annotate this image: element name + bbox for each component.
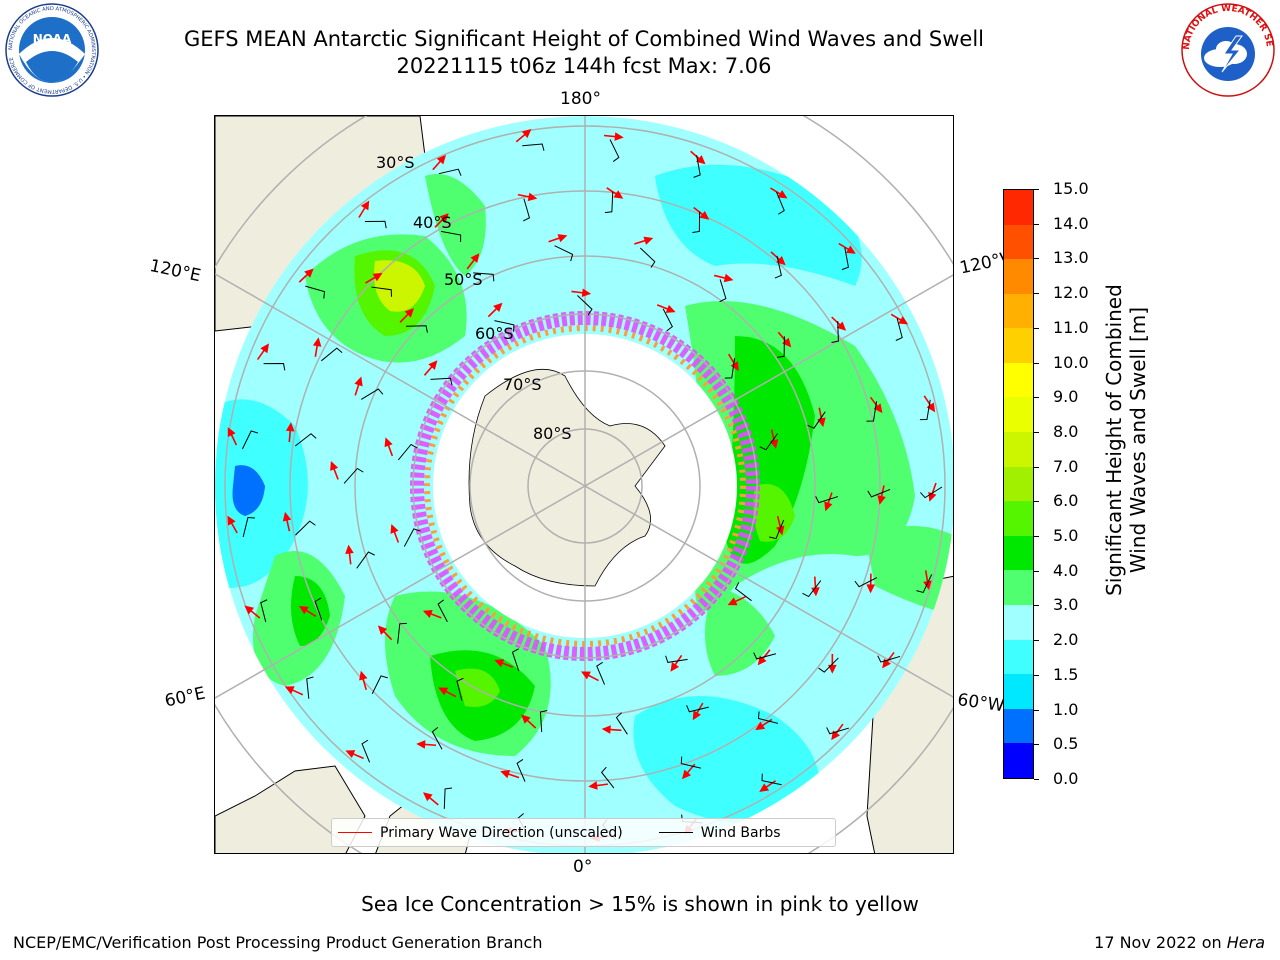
noaa-logo: NATIONAL OCEANIC AND ATMOSPHERIC ADMINIS… <box>5 3 99 97</box>
map-title: GEFS MEAN Antarctic Significant Height o… <box>183 27 985 51</box>
legend-wave-direction-label: Primary Wave Direction (unscaled) <box>380 824 623 841</box>
colorbar-tick <box>1034 362 1039 364</box>
colorbar-tick <box>1034 258 1039 260</box>
colorbar-tick-label: 1.0 <box>1053 699 1079 719</box>
colorbar-segment <box>1004 189 1033 225</box>
colorbar-tick <box>1034 293 1039 295</box>
colorbar-segment <box>1004 293 1033 329</box>
colorbar-tick-label: 11.0 <box>1053 317 1089 337</box>
colorbar-tick-label: 2.0 <box>1053 630 1079 650</box>
colorbar-label-line1: Significant Height of Combined <box>1102 284 1126 596</box>
colorbar-segment <box>1004 466 1033 502</box>
colorbar-tick-label: 1.5 <box>1053 664 1079 684</box>
colorbar-tick-label: 0.0 <box>1053 769 1079 788</box>
lon-label-0: 0° <box>573 857 593 877</box>
colorbar-segment <box>1004 708 1033 744</box>
legend-wind-barbs-label: Wind Barbs <box>700 824 781 841</box>
colorbar-segment <box>1004 432 1033 467</box>
colorbar-tick-label: 9.0 <box>1053 387 1079 407</box>
colorbar-segment <box>1004 743 1033 778</box>
legend-wind-barbs-swatch <box>658 832 693 833</box>
footer-date-text: 17 Nov 2022 on <box>1094 933 1222 952</box>
colorbar-segment <box>1004 259 1033 294</box>
colorbar-tick-label: 0.5 <box>1053 734 1079 754</box>
colorbar-tick <box>1034 327 1039 329</box>
lon-label-120e: 120°E <box>147 256 203 287</box>
colorbar-tick <box>1034 640 1039 642</box>
colorbar-segment <box>1004 639 1033 675</box>
colorbar-tick-label: 7.0 <box>1053 456 1079 476</box>
colorbar-segment <box>1004 362 1033 398</box>
colorbar-tick-label: 10.0 <box>1053 352 1089 372</box>
map-subtitle-run: 20221115 t06z 144h fcst Max: 7.06 <box>396 54 772 78</box>
colorbar-tick <box>1034 536 1039 538</box>
colorbar-label-line2: Wind Waves and Swell [m] <box>1126 306 1150 574</box>
colorbar-tick-label: 8.0 <box>1053 421 1079 441</box>
lon-label-60e: 60°E <box>163 683 208 712</box>
land-antarctica <box>468 369 666 587</box>
footer-machine: Hera <box>1226 933 1265 952</box>
legend-wave-direction-swatch <box>338 832 372 833</box>
nws-logo: NATIONAL WEATHER SERVICE <box>1180 2 1275 97</box>
colorbar-tick <box>1034 189 1039 190</box>
colorbar <box>1003 189 1034 779</box>
colorbar-segment <box>1004 605 1033 640</box>
sea-ice-note: Sea Ice Concentration > 15% is shown in … <box>361 892 919 916</box>
colorbar-segment <box>1004 570 1033 606</box>
colorbar-tick-label: 14.0 <box>1053 213 1089 233</box>
polar-map <box>214 115 954 854</box>
map-legend: Primary Wave Direction (unscaled) Wind B… <box>331 818 836 847</box>
colorbar-tick <box>1034 779 1039 780</box>
lat-label-80s: 80°S <box>533 424 572 443</box>
colorbar-tick <box>1034 431 1039 433</box>
colorbar-tick-label: 3.0 <box>1053 595 1079 615</box>
footer-date: 17 Nov 2022 on Hera <box>1094 933 1265 952</box>
colorbar-tick <box>1034 397 1039 399</box>
colorbar-segment <box>1004 328 1033 363</box>
colorbar-segment <box>1004 535 1033 571</box>
colorbar-segment <box>1004 501 1033 536</box>
lat-label-50s: 50°S <box>444 270 483 289</box>
lat-label-70s: 70°S <box>503 375 542 394</box>
colorbar-tick <box>1034 223 1039 225</box>
colorbar-tick-label: 6.0 <box>1053 491 1079 511</box>
colorbar-tick-label: 12.0 <box>1053 283 1089 303</box>
lat-label-30s: 30°S <box>376 153 415 172</box>
colorbar-tick <box>1034 605 1039 607</box>
footer-credit: NCEP/EMC/Verification Post Processing Pr… <box>13 933 543 952</box>
lon-label-60w: 60°W <box>956 690 1006 717</box>
colorbar-tick <box>1034 466 1039 468</box>
colorbar-tick-label: 5.0 <box>1053 526 1079 546</box>
lat-label-40s: 40°S <box>413 213 452 232</box>
lat-label-60s: 60°S <box>475 324 514 343</box>
colorbar-tick <box>1034 744 1039 746</box>
colorbar-tick-label: 13.0 <box>1053 248 1089 268</box>
lon-label-180: 180° <box>560 89 601 109</box>
colorbar-tick <box>1034 501 1039 503</box>
noaa-logo-text: NOAA <box>33 32 72 46</box>
colorbar-tick <box>1034 570 1039 572</box>
colorbar-segment <box>1004 397 1033 433</box>
colorbar-tick <box>1034 674 1039 676</box>
colorbar-tick-label: 15.0 <box>1053 179 1089 198</box>
colorbar-segment <box>1004 224 1033 260</box>
colorbar-tick <box>1034 709 1039 711</box>
colorbar-tick-label: 4.0 <box>1053 560 1079 580</box>
colorbar-segment <box>1004 674 1033 709</box>
